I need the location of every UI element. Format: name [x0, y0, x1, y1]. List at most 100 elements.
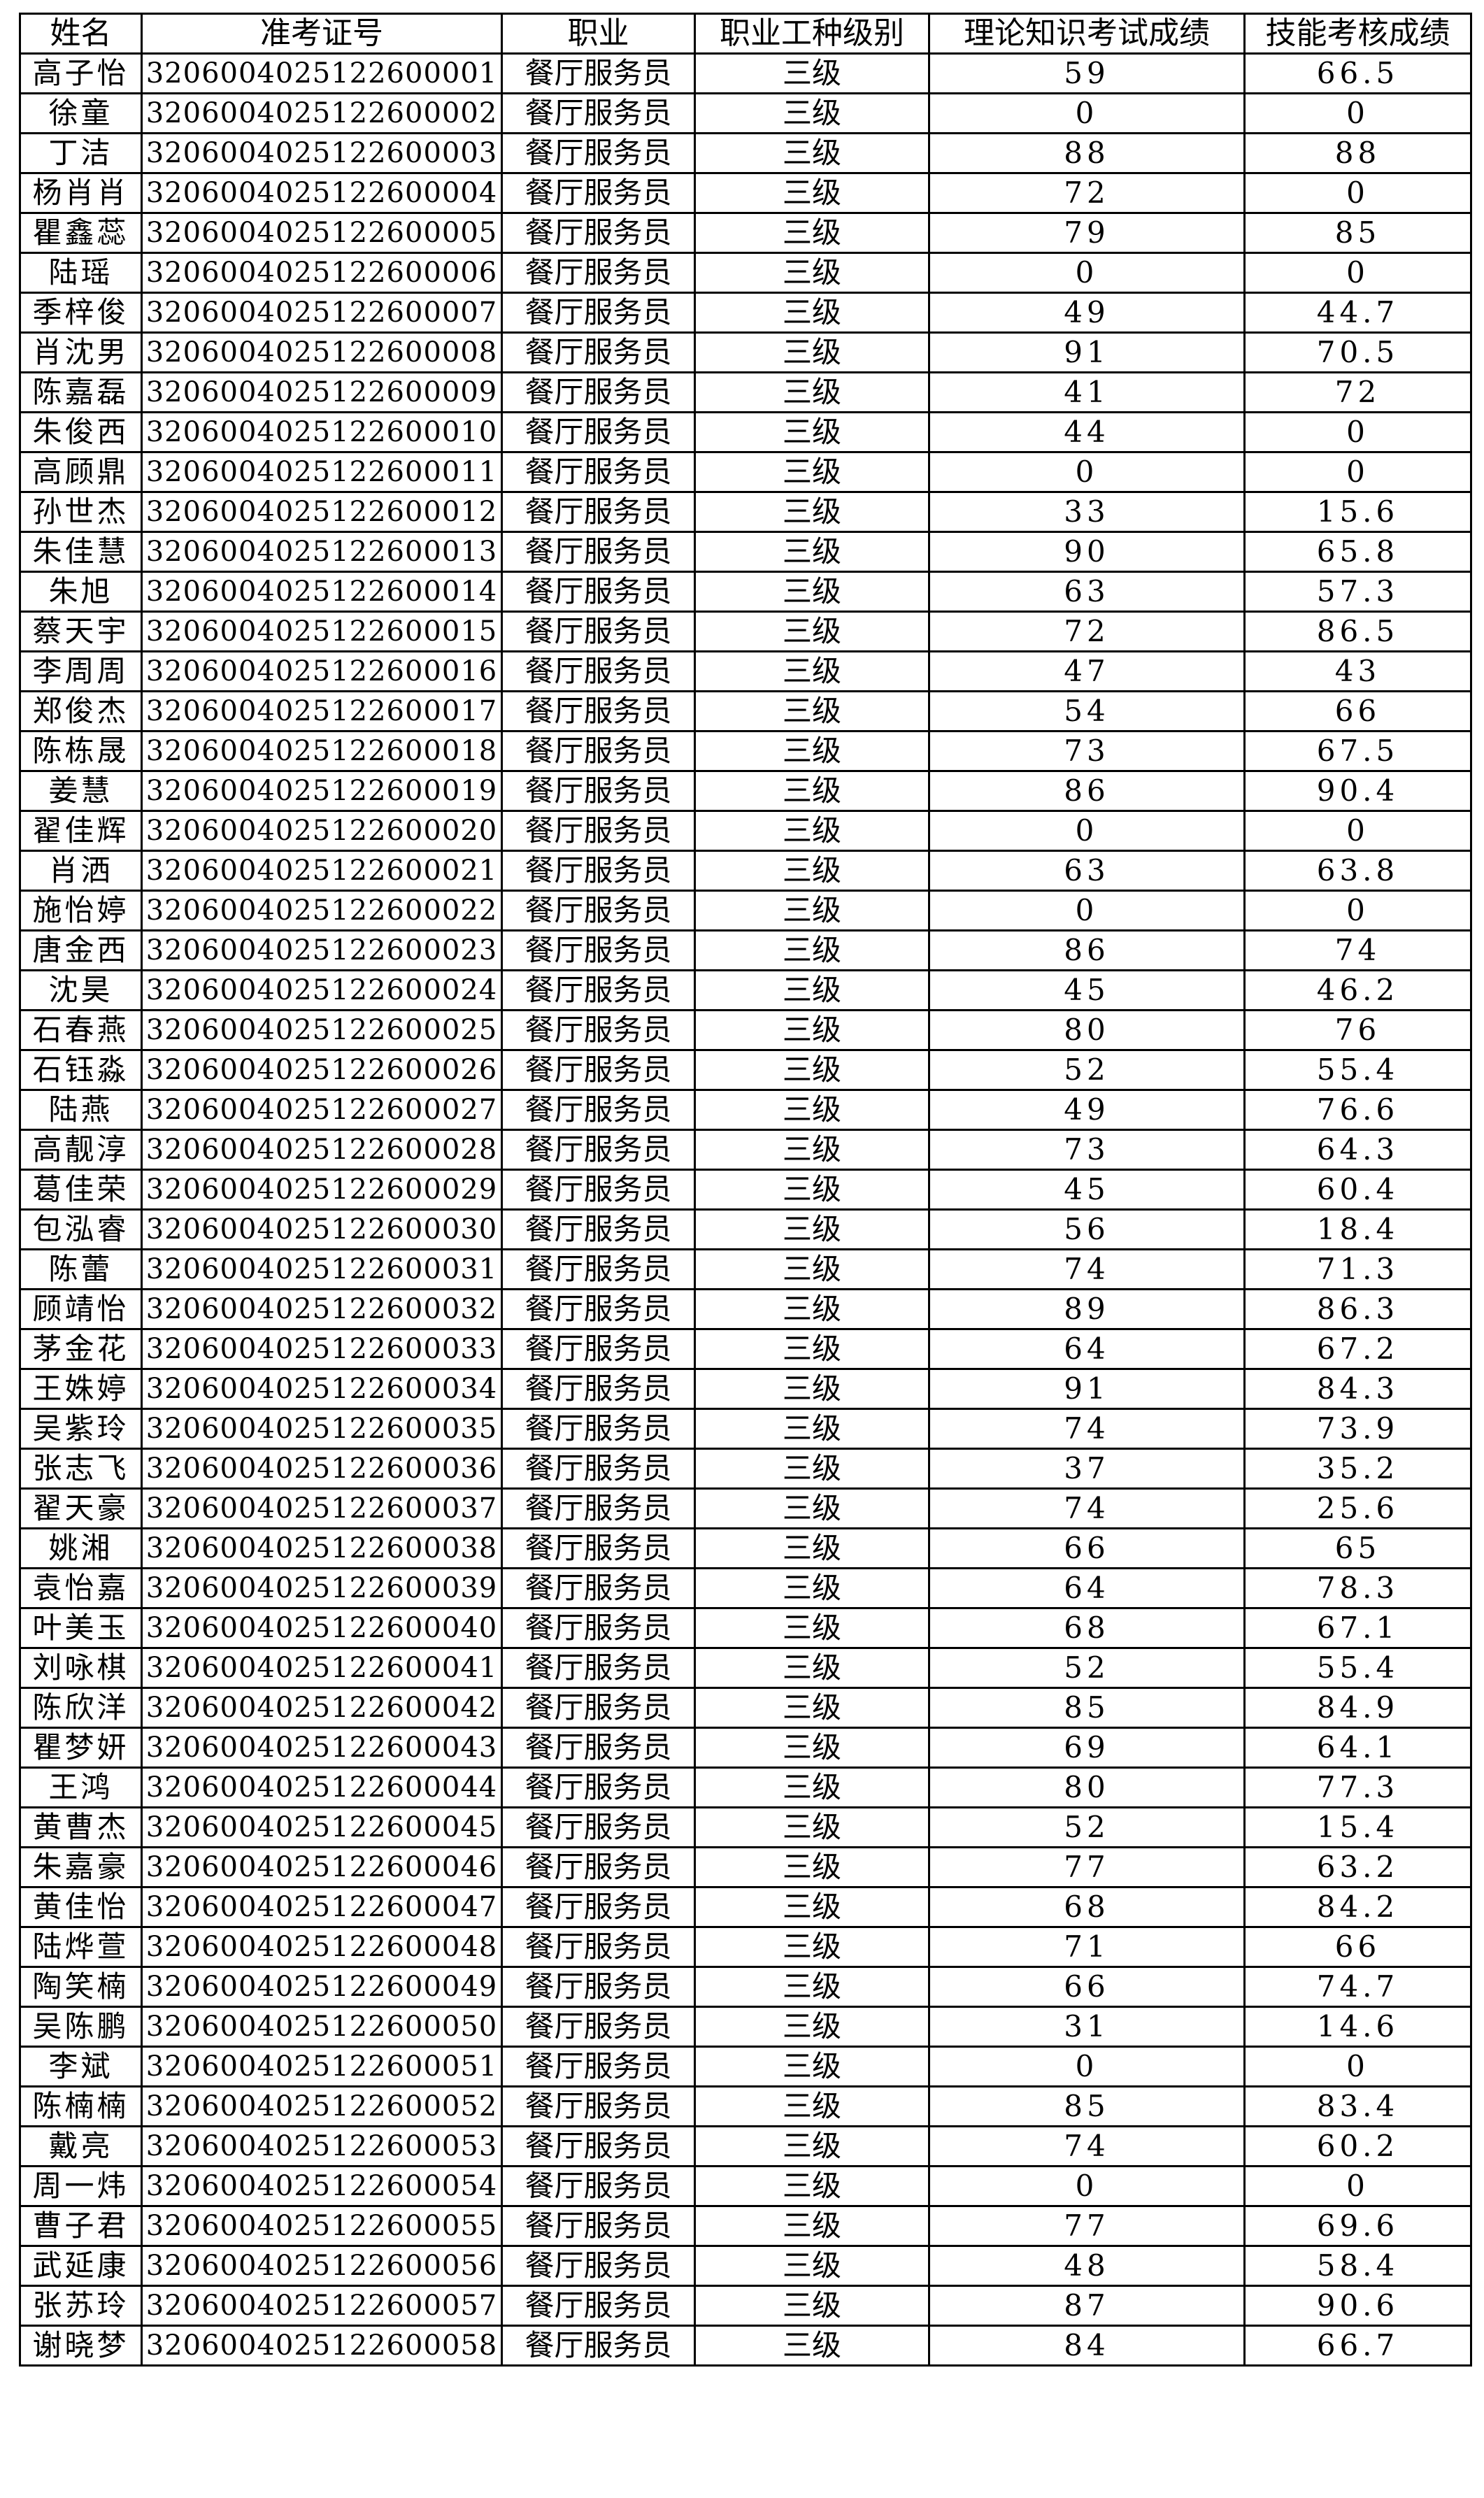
skill-score-cell: 63.8	[1243, 850, 1472, 892]
exam-id-cell: 3206004025122600001	[141, 52, 503, 94]
skill-score-cell: 73.9	[1243, 1408, 1472, 1450]
table-row: 叶美玉 3206004025122600040 餐厅服务员 三级 68 67.1	[19, 1607, 1472, 1649]
occupation-cell: 餐厅服务员	[501, 1687, 696, 1729]
table-row: 朱嘉豪 3206004025122600046 餐厅服务员 三级 77 63.2	[19, 1846, 1472, 1888]
level-cell: 三级	[694, 2085, 930, 2127]
skill-score-cell: 55.4	[1243, 1049, 1472, 1091]
exam-id-cell: 3206004025122600045	[141, 1806, 503, 1848]
skill-score-cell: 58.4	[1243, 2245, 1472, 2287]
skill-score-cell: 64.1	[1243, 1727, 1472, 1769]
occupation-cell: 餐厅服务员	[501, 1368, 696, 1410]
occupation-cell: 餐厅服务员	[501, 1408, 696, 1450]
table-row: 陈欣洋 3206004025122600042 餐厅服务员 三级 85 84.9	[19, 1687, 1472, 1729]
name-cell: 翟天豪	[19, 1487, 143, 1529]
occupation-cell: 餐厅服务员	[501, 1169, 696, 1211]
theory-score-cell: 56	[928, 1208, 1246, 1250]
exam-id-cell: 3206004025122600038	[141, 1527, 503, 1569]
occupation-cell: 餐厅服务员	[501, 1966, 696, 2008]
theory-score-cell: 0	[928, 2165, 1246, 2207]
exam-id-cell: 3206004025122600011	[141, 451, 503, 493]
skill-score-cell: 78.3	[1243, 1567, 1472, 1609]
exam-id-cell: 3206004025122600012	[141, 491, 503, 533]
exam-id-cell: 3206004025122600027	[141, 1089, 503, 1131]
table-row: 姚湘 3206004025122600038 餐厅服务员 三级 66 65	[19, 1527, 1472, 1569]
level-cell: 三级	[694, 730, 930, 772]
exam-id-cell: 3206004025122600009	[141, 371, 503, 413]
exam-id-cell: 3206004025122600051	[141, 2046, 503, 2087]
occupation-cell: 餐厅服务员	[501, 1089, 696, 1131]
table-row: 谢晓梦 3206004025122600058 餐厅服务员 三级 84 66.7	[19, 2325, 1472, 2367]
exam-id-cell: 3206004025122600055	[141, 2205, 503, 2247]
occupation-cell: 餐厅服务员	[501, 92, 696, 134]
skill-score-cell: 55.4	[1243, 1647, 1472, 1689]
occupation-cell: 餐厅服务员	[501, 1767, 696, 1808]
theory-score-cell: 72	[928, 172, 1246, 214]
theory-score-cell: 79	[928, 212, 1246, 254]
exam-id-cell: 3206004025122600005	[141, 212, 503, 254]
level-cell: 三级	[694, 2006, 930, 2048]
level-cell: 三级	[694, 92, 930, 134]
theory-score-cell: 45	[928, 1169, 1246, 1211]
theory-score-cell: 86	[928, 770, 1246, 812]
theory-score-cell: 52	[928, 1647, 1246, 1689]
occupation-cell: 餐厅服务员	[501, 491, 696, 533]
occupation-cell: 餐厅服务员	[501, 850, 696, 892]
exam-id-cell: 3206004025122600044	[141, 1767, 503, 1808]
table-row: 石钰淼 3206004025122600026 餐厅服务员 三级 52 55.4	[19, 1049, 1472, 1091]
level-cell: 三级	[694, 1806, 930, 1848]
skill-score-cell: 65	[1243, 1527, 1472, 1569]
name-cell: 陆烨萱	[19, 1926, 143, 1968]
level-cell: 三级	[694, 770, 930, 812]
theory-score-cell: 47	[928, 650, 1246, 692]
skill-score-cell: 0	[1243, 172, 1472, 214]
theory-score-cell: 72	[928, 611, 1246, 652]
name-cell: 吴紫玲	[19, 1408, 143, 1450]
theory-score-cell: 54	[928, 690, 1246, 732]
occupation-cell: 餐厅服务员	[501, 1129, 696, 1171]
table-row: 葛佳荣 3206004025122600029 餐厅服务员 三级 45 60.4	[19, 1169, 1472, 1211]
theory-score-cell: 64	[928, 1567, 1246, 1609]
name-cell: 朱旭	[19, 571, 143, 613]
occupation-cell: 餐厅服务员	[501, 2046, 696, 2087]
table-row: 瞿鑫蕊 3206004025122600005 餐厅服务员 三级 79 85	[19, 212, 1472, 254]
skill-score-cell: 84.9	[1243, 1687, 1472, 1729]
occupation-cell: 餐厅服务员	[501, 2125, 696, 2167]
skill-score-cell: 35.2	[1243, 1448, 1472, 1490]
occupation-cell: 餐厅服务员	[501, 730, 696, 772]
theory-score-cell: 44	[928, 411, 1246, 453]
skill-score-cell: 86.5	[1243, 611, 1472, 652]
name-cell: 朱俊西	[19, 411, 143, 453]
level-cell: 三级	[694, 1248, 930, 1290]
theory-score-cell: 64	[928, 1328, 1246, 1370]
name-cell: 曹子君	[19, 2205, 143, 2247]
skill-score-cell: 46.2	[1243, 969, 1472, 1011]
theory-score-cell: 85	[928, 2085, 1246, 2127]
occupation-cell: 餐厅服务员	[501, 1647, 696, 1689]
header-exam-id: 准考证号	[141, 13, 503, 55]
skill-score-cell: 15.4	[1243, 1806, 1472, 1848]
level-cell: 三级	[694, 2125, 930, 2167]
occupation-cell: 餐厅服务员	[501, 411, 696, 453]
level-cell: 三级	[694, 1368, 930, 1410]
level-cell: 三级	[694, 2205, 930, 2247]
exam-id-cell: 3206004025122600047	[141, 1886, 503, 1928]
table-row: 季梓俊 3206004025122600007 餐厅服务员 三级 49 44.7	[19, 292, 1472, 334]
occupation-cell: 餐厅服务员	[501, 1248, 696, 1290]
theory-score-cell: 66	[928, 1966, 1246, 2008]
name-cell: 袁怡嘉	[19, 1567, 143, 1609]
exam-id-cell: 3206004025122600030	[141, 1208, 503, 1250]
theory-score-cell: 73	[928, 1129, 1246, 1171]
header-occupation: 职业	[501, 13, 696, 55]
exam-id-cell: 3206004025122600023	[141, 929, 503, 971]
skill-score-cell: 25.6	[1243, 1487, 1472, 1529]
table-row: 姜慧 3206004025122600019 餐厅服务员 三级 86 90.4	[19, 770, 1472, 812]
skill-score-cell: 0	[1243, 2046, 1472, 2087]
skill-score-cell: 14.6	[1243, 2006, 1472, 2048]
exam-id-cell: 3206004025122600036	[141, 1448, 503, 1490]
occupation-cell: 餐厅服务员	[501, 929, 696, 971]
name-cell: 陈栋晟	[19, 730, 143, 772]
occupation-cell: 餐厅服务员	[501, 1567, 696, 1609]
level-cell: 三级	[694, 2165, 930, 2207]
level-cell: 三级	[694, 132, 930, 174]
theory-score-cell: 89	[928, 1288, 1246, 1330]
